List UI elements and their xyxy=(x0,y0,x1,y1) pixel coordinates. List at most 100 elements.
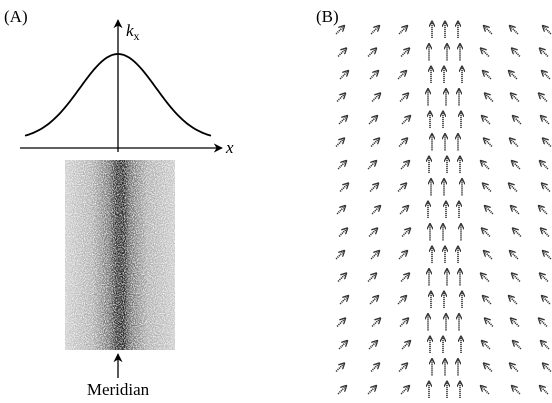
field-arrow xyxy=(481,49,489,57)
field-arrow xyxy=(540,49,548,57)
field-arrow xyxy=(539,206,547,214)
field-arrow xyxy=(483,71,491,79)
field-arrow xyxy=(402,341,410,349)
field-arrow xyxy=(482,229,490,237)
field-arrow xyxy=(401,49,409,57)
field-arrow xyxy=(541,341,549,349)
field-arrow xyxy=(540,386,548,394)
field-arrow xyxy=(401,274,409,282)
arrow-field xyxy=(336,22,551,398)
field-arrow xyxy=(399,26,407,34)
field-arrow xyxy=(399,251,407,259)
field-arrow xyxy=(400,319,408,327)
field-arrow xyxy=(540,274,548,282)
field-arrow xyxy=(371,139,379,147)
field-arrow xyxy=(337,319,345,327)
field-arrow xyxy=(484,251,492,259)
field-arrow xyxy=(400,94,408,102)
field-arrow xyxy=(400,206,408,214)
field-arrow xyxy=(541,229,549,237)
field-arrow xyxy=(370,296,378,304)
field-arrow xyxy=(510,251,518,259)
field-arrow xyxy=(482,116,490,124)
field-arrow xyxy=(484,364,492,372)
field-arrow xyxy=(542,296,550,304)
field-arrow xyxy=(481,386,489,394)
field-arrow xyxy=(339,116,347,124)
field-arrow xyxy=(338,49,346,57)
field-arrow xyxy=(543,364,551,372)
field-arrow xyxy=(340,184,348,192)
field-arrow xyxy=(371,26,379,34)
field-arrow xyxy=(399,139,407,147)
field-arrow xyxy=(336,26,344,34)
field-arrow xyxy=(539,94,547,102)
field-arrow xyxy=(481,274,489,282)
field-arrow xyxy=(399,364,407,372)
field-arrow xyxy=(485,94,493,102)
field-arrow xyxy=(509,71,517,79)
field-arrow xyxy=(483,184,491,192)
field-arrow xyxy=(340,296,348,304)
field-arrow xyxy=(370,71,378,79)
field-arrow xyxy=(542,184,550,192)
field-arrow xyxy=(483,296,491,304)
field-arrow xyxy=(370,184,378,192)
field-arrow xyxy=(512,161,520,169)
field-arrow xyxy=(368,274,376,282)
field-arrow xyxy=(484,26,492,34)
field-arrow xyxy=(368,386,376,394)
field-arrow xyxy=(368,49,376,57)
field-arrow xyxy=(543,26,551,34)
field-arrow xyxy=(369,229,377,237)
field-arrow xyxy=(372,319,380,327)
field-arrow xyxy=(512,49,520,57)
field-arrow xyxy=(336,139,344,147)
caption: Meridian xyxy=(87,380,150,399)
field-arrow xyxy=(542,71,550,79)
field-arrow xyxy=(513,341,521,349)
field-arrow xyxy=(401,161,409,169)
field-arrow xyxy=(513,229,521,237)
field-arrow xyxy=(338,161,346,169)
field-arrow xyxy=(372,94,380,102)
y-axis-label: kx xyxy=(126,21,140,43)
field-arrow xyxy=(371,364,379,372)
field-arrow xyxy=(371,251,379,259)
panel-label: (B) xyxy=(316,7,339,26)
field-arrow xyxy=(336,251,344,259)
field-arrow xyxy=(402,229,410,237)
field-arrow xyxy=(541,116,549,124)
field-arrow xyxy=(398,71,406,79)
field-arrow xyxy=(338,274,346,282)
field-arrow xyxy=(402,116,410,124)
image-noise xyxy=(65,160,175,350)
field-arrow xyxy=(510,26,518,34)
field-arrow xyxy=(510,139,518,147)
field-arrow xyxy=(512,274,520,282)
field-arrow xyxy=(398,184,406,192)
field-arrow xyxy=(511,319,519,327)
figure: (A) kx x Meridian (B) xyxy=(0,0,552,403)
field-arrow xyxy=(543,139,551,147)
field-arrow xyxy=(398,296,406,304)
field-arrow xyxy=(539,319,547,327)
field-arrow xyxy=(338,386,346,394)
field-arrow xyxy=(372,206,380,214)
field-arrow xyxy=(481,161,489,169)
field-arrow xyxy=(340,71,348,79)
field-arrow xyxy=(511,206,519,214)
field-arrow xyxy=(369,341,377,349)
field-arrow xyxy=(485,319,493,327)
field-arrow xyxy=(511,94,519,102)
y-axis-subscript: x xyxy=(134,29,140,43)
x-axis-label: x xyxy=(225,138,234,157)
field-arrow xyxy=(513,116,521,124)
field-arrow xyxy=(484,139,492,147)
field-arrow xyxy=(485,206,493,214)
field-arrow xyxy=(509,296,517,304)
field-arrow xyxy=(543,251,551,259)
field-arrow xyxy=(512,386,520,394)
field-arrow xyxy=(482,341,490,349)
field-arrow xyxy=(337,206,345,214)
